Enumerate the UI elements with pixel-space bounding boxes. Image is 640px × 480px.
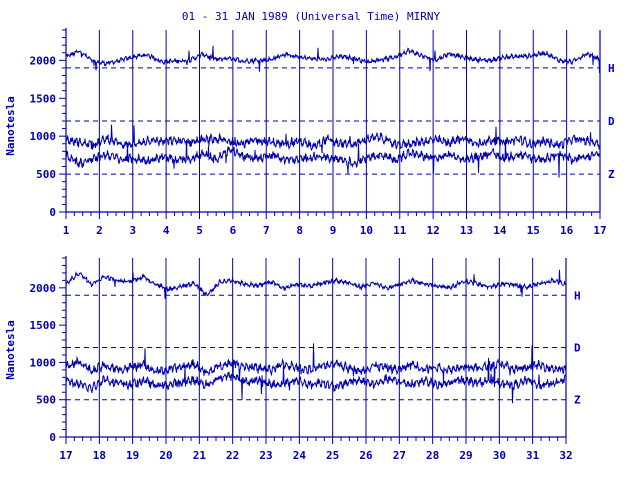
x-tick-label: 23 bbox=[259, 449, 272, 462]
x-tick-label: 27 bbox=[393, 449, 406, 462]
x-tick-label: 21 bbox=[193, 449, 207, 462]
y-axis-label: Nanotesla bbox=[4, 96, 17, 156]
series-line-d bbox=[65, 124, 601, 154]
y-tick-label: 0 bbox=[49, 206, 56, 219]
x-tick-label: 28 bbox=[426, 449, 439, 462]
x-tick-label: 7 bbox=[263, 224, 270, 237]
y-axis-label: Nanotesla bbox=[4, 320, 17, 380]
x-tick-label: 22 bbox=[226, 449, 239, 462]
y-tick-label: 1000 bbox=[30, 130, 57, 143]
x-tick-label: 19 bbox=[126, 449, 139, 462]
series-line-d bbox=[65, 343, 567, 388]
x-tick-label: 18 bbox=[93, 449, 106, 462]
y-tick-label: 500 bbox=[36, 168, 56, 181]
x-tick-label: 10 bbox=[360, 224, 373, 237]
x-tick-label: 17 bbox=[59, 449, 72, 462]
y-tick-label: 1500 bbox=[30, 92, 57, 105]
y-tick-label: 1000 bbox=[30, 356, 57, 369]
x-tick-label: 17 bbox=[593, 224, 606, 237]
series-label-d: D bbox=[574, 342, 581, 355]
series-line-h bbox=[65, 269, 567, 299]
x-tick-label: 26 bbox=[359, 449, 373, 462]
x-tick-label: 3 bbox=[129, 224, 136, 237]
x-tick-label: 4 bbox=[163, 224, 170, 237]
x-tick-label: 25 bbox=[326, 449, 339, 462]
x-tick-label: 5 bbox=[196, 224, 203, 237]
series-line-z bbox=[65, 357, 567, 404]
x-tick-label: 13 bbox=[460, 224, 473, 237]
panel-days-17-32: 0 500 1000 1500 2000 17 18 19 20 21 22 23 24 25 26 27 28… bbox=[4, 256, 581, 462]
y-tick-label: 1500 bbox=[30, 319, 57, 332]
x-tick-label: 14 bbox=[493, 224, 507, 237]
x-tick-label: 2 bbox=[96, 224, 103, 237]
series-line-z bbox=[65, 139, 601, 178]
x-tick-label: 16 bbox=[560, 224, 574, 237]
x-tick-label: 30 bbox=[493, 449, 506, 462]
chart-title: 01 - 31 JAN 1989 (Universal Time) MIRNY bbox=[182, 10, 441, 23]
y-tick-label: 2000 bbox=[30, 282, 57, 295]
x-tick-label: 24 bbox=[293, 449, 307, 462]
series-label-d: D bbox=[608, 115, 615, 128]
x-tick-label: 11 bbox=[393, 224, 407, 237]
series-label-z: Z bbox=[574, 394, 581, 407]
x-tick-label: 6 bbox=[230, 224, 237, 237]
series-label-h: H bbox=[608, 62, 615, 75]
series-line-h bbox=[65, 45, 601, 73]
x-tick-label: 1 bbox=[63, 224, 70, 237]
series-label-z: Z bbox=[608, 168, 615, 181]
x-tick-label: 31 bbox=[526, 449, 540, 462]
y-tick-label: 500 bbox=[36, 394, 56, 407]
series-label-h: H bbox=[574, 289, 581, 302]
x-tick-label: 29 bbox=[459, 449, 472, 462]
y-tick-label: 0 bbox=[49, 431, 56, 444]
x-tick-label: 8 bbox=[296, 224, 303, 237]
x-tick-label: 12 bbox=[427, 224, 440, 237]
x-tick-label: 32 bbox=[559, 449, 572, 462]
x-tick-label: 9 bbox=[330, 224, 337, 237]
x-tick-label: 15 bbox=[527, 224, 540, 237]
y-tick-label: 2000 bbox=[30, 54, 57, 67]
x-tick-label: 20 bbox=[159, 449, 172, 462]
